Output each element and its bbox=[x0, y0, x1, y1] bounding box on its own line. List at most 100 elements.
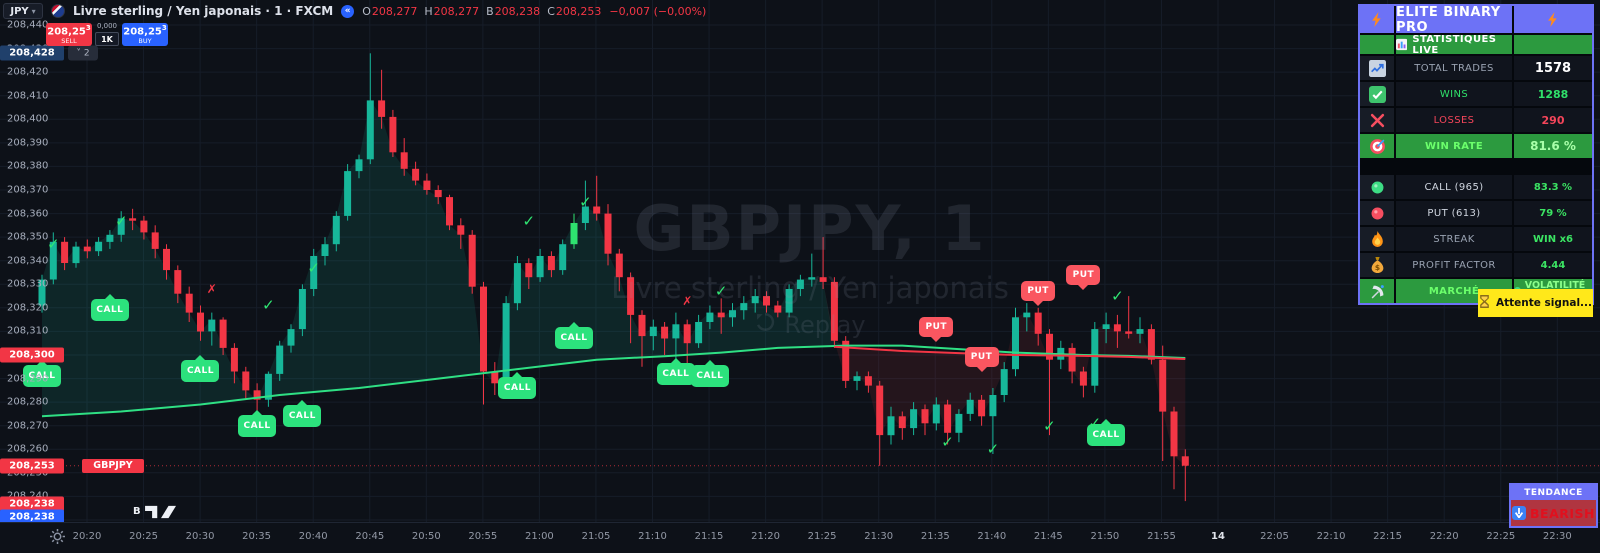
hourglass-icon bbox=[1479, 295, 1490, 311]
time-tick-label: 20:25 bbox=[129, 531, 159, 542]
replay-back-icon[interactable]: « bbox=[341, 4, 355, 18]
time-axis[interactable]: 20:20 20:25 20:30 20:35 20:40 20:45 20:50 20:55… bbox=[0, 522, 1600, 553]
time-tick-label: 21:15 bbox=[694, 531, 724, 542]
antenna-icon bbox=[1360, 279, 1394, 303]
ohlc-item: C208,253 bbox=[547, 4, 602, 18]
time-tick-label: 21:30 bbox=[864, 531, 894, 542]
panel-row-losses: LOSSES 290 bbox=[1360, 108, 1592, 132]
call-signal-badge: CALL bbox=[90, 299, 129, 322]
money-bag-icon: $ bbox=[1360, 253, 1394, 277]
bear-cloud bbox=[823, 281, 1186, 466]
quantity-selector[interactable]: 1K bbox=[95, 32, 119, 46]
trend-value: BEARISH bbox=[1530, 505, 1595, 521]
symbol-price-label: GBPJPY bbox=[82, 458, 144, 473]
stat-value: WIN x6 bbox=[1514, 227, 1592, 251]
signal-wait-alert: Attente signal... bbox=[1478, 289, 1593, 317]
lightning-icon bbox=[1514, 6, 1592, 33]
time-tick-label: 20:50 bbox=[411, 531, 441, 542]
price-tag-red: 208,300 bbox=[0, 347, 64, 363]
time-tick-label: 21:25 bbox=[807, 531, 837, 542]
call-signal-badge: CALL bbox=[498, 376, 537, 399]
gear-icon[interactable] bbox=[50, 529, 65, 548]
pair-title[interactable]: Livre sterling / Yen japonais · 1 · FXCM bbox=[73, 4, 334, 18]
sell-button[interactable]: 208,253 SELL bbox=[46, 23, 92, 46]
panel-row-wins: WINS 1288 bbox=[1360, 82, 1592, 106]
time-tick-label: 21:35 bbox=[920, 531, 950, 542]
call-signal-badge: CALL bbox=[690, 365, 729, 388]
time-tick-label: 21:20 bbox=[751, 531, 781, 542]
stat-label: WIN RATE bbox=[1396, 134, 1512, 158]
labels-collapse-control[interactable]: ˅ 2 bbox=[68, 45, 98, 61]
panel-spacer bbox=[1360, 160, 1592, 173]
bar-chart-icon bbox=[1360, 35, 1394, 54]
time-tick-label: 20:55 bbox=[468, 531, 498, 542]
symbol-search-dropdown[interactable]: JPY ▾ bbox=[3, 3, 43, 19]
time-tick-label: 21:40 bbox=[977, 531, 1007, 542]
bull-cloud bbox=[42, 100, 846, 417]
stat-label: PROFIT FACTOR bbox=[1396, 253, 1512, 277]
panel-row-rate: WIN RATE 81.6 % bbox=[1360, 134, 1592, 158]
call-signal-badge: CALL bbox=[283, 405, 322, 428]
panel-header: ELITE BINARY PRO bbox=[1360, 5, 1592, 35]
call-signal-badge: CALL bbox=[656, 362, 695, 385]
time-tick-label: 21:10 bbox=[638, 531, 667, 542]
price-tag-red: 208,238 bbox=[0, 496, 64, 512]
buy-sell-widget: 208,253 SELL 0,000 1K 208,253 BUY bbox=[46, 23, 168, 46]
time-tick-label: 22:25 bbox=[1486, 531, 1516, 542]
price-tag-navy: 208,428 bbox=[0, 45, 64, 61]
call-signal-badge: CALL bbox=[555, 327, 594, 350]
svg-text:$: $ bbox=[1374, 263, 1379, 272]
panel-row-streak: STREAK WIN x6 bbox=[1360, 227, 1592, 251]
ohlc-values: O208,277 H208,277 B208,238 C208,253 bbox=[362, 5, 601, 18]
dot-red-icon bbox=[1360, 201, 1394, 225]
buy-button[interactable]: 208,253 BUY bbox=[122, 23, 168, 46]
stat-value: 83.3 % bbox=[1514, 175, 1592, 199]
panel-subheader: STATISTIQUES LIVE bbox=[1360, 34, 1592, 56]
ohlc-item: H208,277 bbox=[424, 4, 480, 18]
alert-text: Attente signal... bbox=[1495, 297, 1593, 309]
time-tick-label: 22:05 bbox=[1260, 531, 1289, 542]
lightning-icon bbox=[1360, 6, 1394, 33]
chevron-down-icon: ▾ bbox=[31, 6, 36, 16]
panel-row-put: PUT (613) 79 % bbox=[1360, 201, 1592, 225]
stat-label: LOSSES bbox=[1396, 108, 1512, 132]
call-signal-badge: CALL bbox=[181, 360, 220, 383]
time-tick-label: 20:35 bbox=[242, 531, 272, 542]
pair-flag-icon bbox=[51, 4, 65, 18]
dot-green-icon bbox=[1360, 175, 1394, 199]
put-signal-badge: PUT bbox=[964, 347, 999, 368]
tradingview-logo[interactable]: B bbox=[133, 504, 178, 519]
panel-title: ELITE BINARY PRO bbox=[1396, 5, 1512, 35]
spread-quantity-box: 0,000 1K bbox=[92, 23, 122, 46]
time-tick-label: 21:45 bbox=[1033, 531, 1063, 542]
time-tick-label: 21:50 bbox=[1090, 531, 1120, 542]
price-tag-red: 208,253 bbox=[0, 458, 64, 474]
down-arrow-icon bbox=[1512, 506, 1526, 520]
stat-label: PUT (613) bbox=[1396, 201, 1512, 225]
price-change: −0,007 (−0,00%) bbox=[609, 4, 707, 18]
panel-row-total: TOTAL TRADES 1578 bbox=[1360, 56, 1592, 80]
chevron-down-icon: ˅ bbox=[76, 48, 81, 59]
panel-subtitle: STATISTIQUES LIVE bbox=[1396, 34, 1512, 56]
panel-stat-rows: TOTAL TRADES 1578 WINS 1288 LOSSES 290 WIN RAT… bbox=[1360, 56, 1592, 303]
time-tick-label: 14 bbox=[1211, 531, 1225, 542]
target-icon bbox=[1360, 134, 1394, 158]
time-tick-label: 20:40 bbox=[298, 531, 328, 542]
stat-value: 1578 bbox=[1514, 56, 1592, 80]
stat-label: TOTAL TRADES bbox=[1396, 56, 1512, 80]
stat-value: 79 % bbox=[1514, 201, 1592, 225]
stat-value: 4.44 bbox=[1514, 253, 1592, 277]
panel-row-call: CALL (965) 83.3 % bbox=[1360, 175, 1592, 199]
ma-line-green bbox=[41, 344, 1186, 418]
stat-value: 1288 bbox=[1514, 82, 1592, 106]
put-signal-badge: PUT bbox=[1066, 264, 1101, 285]
tradingview-logo-glyph bbox=[144, 505, 176, 519]
put-signal-badge: PUT bbox=[1021, 281, 1056, 302]
call-signal-badge: CALL bbox=[1087, 424, 1126, 447]
stat-value: 81.6 % bbox=[1514, 134, 1592, 158]
trend-widget-title: TENDANCE bbox=[1511, 485, 1596, 500]
flame-icon bbox=[1360, 227, 1394, 251]
time-tick-label: 22:10 bbox=[1316, 531, 1346, 542]
